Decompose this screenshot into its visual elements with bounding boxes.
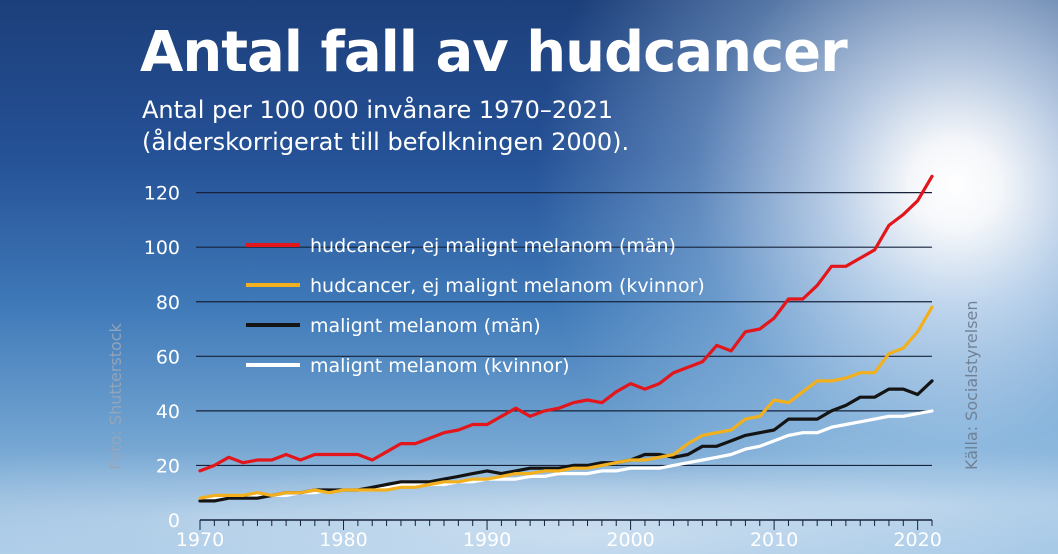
photo-credit: Foto: Shutterstock (106, 323, 125, 470)
y-tick-label-100: 100 (144, 237, 180, 259)
legend-label-1: hudcancer, ej malignt melanom (män) (310, 235, 676, 257)
x-tick-label-1970: 1970 (176, 529, 224, 551)
chart-title: Antal fall av hudcancer (140, 20, 848, 85)
subtitle-line-2: (ålderskorrigerat till befolkningen 2000… (142, 128, 630, 156)
series-line-2 (198, 305, 934, 500)
chart-subtitle: Antal per 100 000 invånare 1970–2021 (ål… (142, 94, 629, 158)
x-tick-label-1980: 1980 (319, 529, 367, 551)
source-credit: Källa: Socialstyrelsen (962, 300, 981, 470)
legend-label-2: hudcancer, ej malignt melanom (kvinnor) (310, 275, 705, 297)
cloud-background (0, 430, 1058, 554)
legend-label-3: malignt melanom (män) (310, 315, 541, 337)
grid-lines (196, 192, 932, 467)
series-lines (198, 174, 934, 503)
x-tick-label-1990: 1990 (463, 529, 511, 551)
y-tick-label-60: 60 (156, 346, 180, 368)
y-tick-label-20: 20 (156, 455, 180, 477)
series-line-1 (198, 174, 934, 473)
x-tick-label-2010: 2010 (750, 529, 798, 551)
x-tick-label-2000: 2000 (606, 529, 654, 551)
y-tick-label-0: 0 (168, 510, 180, 532)
subtitle-line-1: Antal per 100 000 invånare 1970–2021 (142, 96, 614, 124)
series-line-4 (198, 409, 934, 500)
x-axis: 1970 1980 1990 2000 2010 2020 (176, 519, 942, 551)
y-tick-label-40: 40 (156, 401, 180, 423)
y-axis-ticks: 0 20 40 60 80 100 120 (144, 183, 180, 532)
x-tick-label-2020: 2020 (893, 529, 941, 551)
legend-label-4: malignt melanom (kvinnor) (310, 355, 570, 377)
legend: hudcancer, ej malignt melanom (män) hudca… (246, 235, 705, 377)
y-tick-label-120: 120 (144, 183, 180, 205)
y-tick-label-80: 80 (156, 292, 180, 314)
series-line-3 (198, 379, 934, 503)
